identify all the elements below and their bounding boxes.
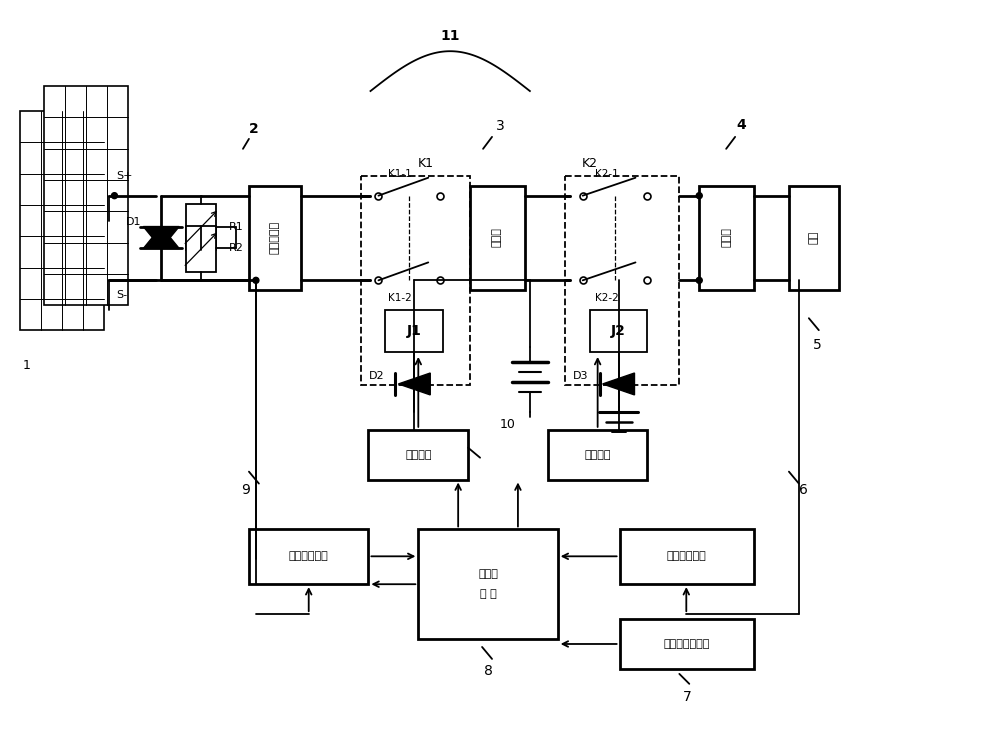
Text: D2: D2 <box>369 371 384 381</box>
Text: K2-2: K2-2 <box>595 293 618 304</box>
Bar <box>470 186 525 290</box>
Text: 驱动电路: 驱动电路 <box>584 450 611 460</box>
Text: 5: 5 <box>812 338 821 352</box>
Text: 11: 11 <box>440 29 460 43</box>
Bar <box>249 186 301 290</box>
Text: K1-2: K1-2 <box>388 293 412 304</box>
Text: S-: S- <box>116 290 128 301</box>
Text: 理 器: 理 器 <box>480 589 496 599</box>
Text: 6: 6 <box>799 483 808 497</box>
Circle shape <box>253 278 259 283</box>
Text: 3: 3 <box>496 119 504 133</box>
Text: D1: D1 <box>126 216 141 227</box>
Bar <box>20 111 104 330</box>
Polygon shape <box>603 373 634 395</box>
Text: 9: 9 <box>242 483 250 497</box>
Bar <box>44 86 128 305</box>
Circle shape <box>696 192 702 198</box>
Bar <box>565 176 679 385</box>
Text: 输出检测电路: 输出检测电路 <box>666 551 706 561</box>
Bar <box>186 225 216 272</box>
Text: 输入检测电路: 输入检测电路 <box>289 551 329 561</box>
Bar <box>620 619 754 669</box>
Bar <box>418 530 558 639</box>
Text: 4: 4 <box>736 118 746 132</box>
Circle shape <box>696 278 702 283</box>
Text: K2-1: K2-1 <box>595 169 618 179</box>
Polygon shape <box>143 227 179 248</box>
Text: 逆变器: 逆变器 <box>721 228 731 248</box>
Text: 8: 8 <box>484 664 492 678</box>
Text: 中央处: 中央处 <box>478 569 498 579</box>
Text: J2: J2 <box>611 325 626 338</box>
Text: 10: 10 <box>500 419 516 431</box>
Bar <box>620 530 754 584</box>
Bar <box>385 310 443 352</box>
Bar <box>789 186 839 290</box>
Text: 负载: 负载 <box>809 231 819 244</box>
Text: 电池组: 电池组 <box>492 228 502 248</box>
Polygon shape <box>398 373 430 395</box>
Text: 键盘和显示电路: 键盘和显示电路 <box>663 639 709 649</box>
Text: S+: S+ <box>116 171 133 181</box>
Text: 充电控制器: 充电控制器 <box>270 221 280 254</box>
Text: 1: 1 <box>23 359 31 372</box>
Text: R2: R2 <box>229 243 244 254</box>
Bar <box>186 204 216 251</box>
Text: J1: J1 <box>407 325 422 338</box>
Text: 7: 7 <box>683 690 692 703</box>
Bar <box>548 430 647 480</box>
Bar <box>590 310 647 352</box>
Text: K1: K1 <box>417 157 433 170</box>
Bar <box>249 530 368 584</box>
Text: K2: K2 <box>582 157 598 170</box>
Bar <box>699 186 754 290</box>
Text: D3: D3 <box>573 371 588 381</box>
Text: 2: 2 <box>249 122 259 136</box>
Text: K1-1: K1-1 <box>388 169 412 179</box>
Bar <box>361 176 470 385</box>
Bar <box>368 430 468 480</box>
Polygon shape <box>143 227 179 248</box>
Text: R1: R1 <box>229 222 244 231</box>
Circle shape <box>111 192 117 198</box>
Text: 驱动电路: 驱动电路 <box>405 450 432 460</box>
